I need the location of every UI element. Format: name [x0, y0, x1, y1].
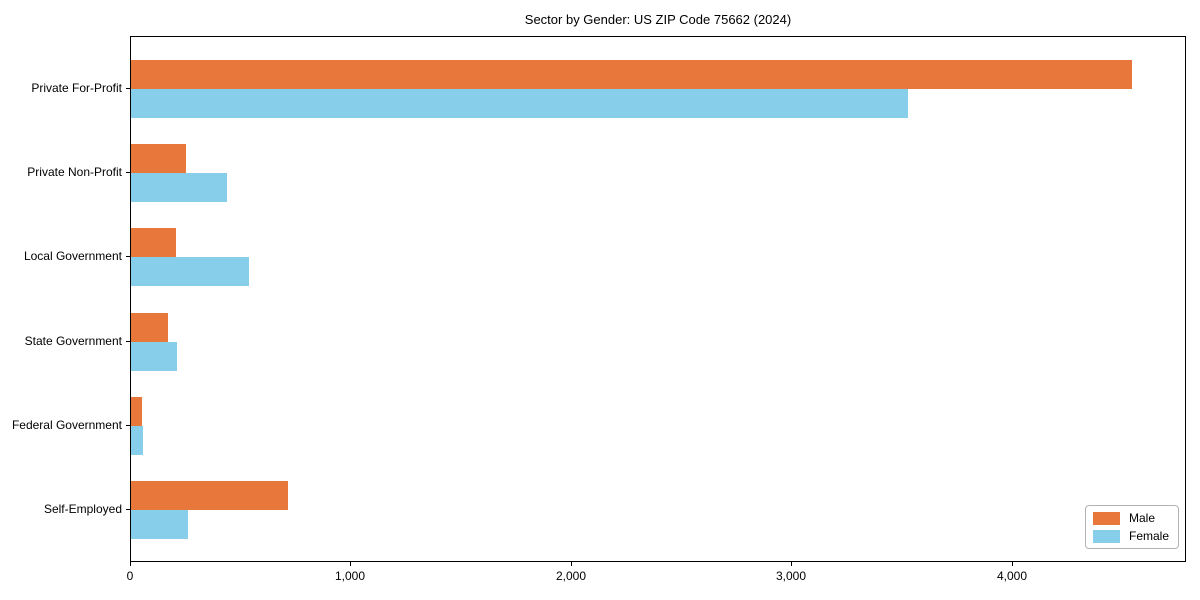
- xtick-label-0: 0: [126, 569, 134, 583]
- bar-male-self-employed: [131, 481, 288, 510]
- bar-male-private-non-profit: [131, 144, 186, 174]
- xtick-mark-2000: [571, 562, 572, 566]
- bar-female-state-government: [131, 341, 177, 371]
- xtick-mark-1000: [350, 562, 351, 566]
- bar-female-self-employed: [131, 510, 188, 539]
- ytick-mark-local-government: [126, 256, 130, 257]
- bar-female-private-non-profit: [131, 173, 227, 203]
- legend-item-female: Female: [1092, 529, 1169, 543]
- ytick-label-self-employed: Self-Employed: [43, 502, 122, 516]
- bar-male-federal-government: [131, 396, 142, 426]
- ytick-label-private-for-profit: Private For-Profit: [31, 81, 122, 95]
- legend-label-female: Female: [1128, 529, 1169, 543]
- plot-area: Male Female: [130, 36, 1186, 562]
- xtick-label-2000: 2,000: [555, 569, 587, 583]
- bar-female-private-for-profit: [131, 89, 908, 118]
- bar-female-local-government: [131, 257, 249, 287]
- bar-male-private-for-profit: [131, 60, 1132, 89]
- ytick-label-local-government: Local Government: [23, 249, 122, 263]
- chart-title: Sector by Gender: US ZIP Code 75662 (202…: [524, 12, 792, 27]
- female-swatch-icon: [1092, 529, 1120, 543]
- male-swatch-icon: [1092, 511, 1120, 525]
- ytick-mark-state-government: [126, 341, 130, 342]
- xtick-label-1000: 1,000: [334, 569, 366, 583]
- legend: Male Female: [1084, 505, 1179, 549]
- ytick-label-private-non-profit: Private Non-Profit: [27, 165, 122, 179]
- xtick-mark-4000: [1012, 562, 1013, 566]
- legend-item-male: Male: [1092, 511, 1169, 525]
- ytick-label-state-government: State Government: [24, 334, 122, 348]
- bar-female-federal-government: [131, 425, 143, 455]
- xtick-label-3000: 3,000: [775, 569, 807, 583]
- legend-label-male: Male: [1128, 511, 1155, 525]
- xtick-label-4000: 4,000: [996, 569, 1028, 583]
- bar-male-local-government: [131, 228, 176, 258]
- ytick-mark-private-non-profit: [126, 172, 130, 173]
- xtick-mark-3000: [791, 562, 792, 566]
- bar-male-state-government: [131, 312, 168, 342]
- ytick-label-federal-government: Federal Government: [11, 418, 122, 432]
- ytick-mark-self-employed: [126, 509, 130, 510]
- ytick-mark-private-for-profit: [126, 88, 130, 89]
- xtick-mark-0: [130, 562, 131, 566]
- ytick-mark-federal-government: [126, 425, 130, 426]
